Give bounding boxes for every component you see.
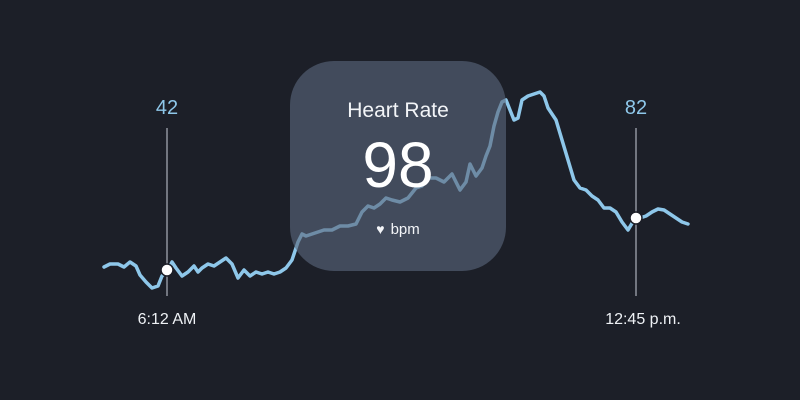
marker-dot-1[interactable] <box>160 263 174 277</box>
heart-rate-value: 98 <box>362 129 434 201</box>
time-label-right: 12:45 p.m. <box>605 311 681 328</box>
heart-icon: ♥ <box>376 221 385 237</box>
heart-rate-card[interactable]: Heart Rate 98 ♥ bpm <box>290 61 506 271</box>
marker-dot-2[interactable] <box>629 211 643 225</box>
unit-label: bpm <box>390 221 420 238</box>
time-label-left: 6:12 AM <box>137 311 197 328</box>
card-title: Heart Rate <box>347 99 449 122</box>
marker-value-right: 82 <box>624 97 648 119</box>
unit-row: ♥ bpm <box>290 221 506 238</box>
marker-value-left: 42 <box>155 97 179 119</box>
